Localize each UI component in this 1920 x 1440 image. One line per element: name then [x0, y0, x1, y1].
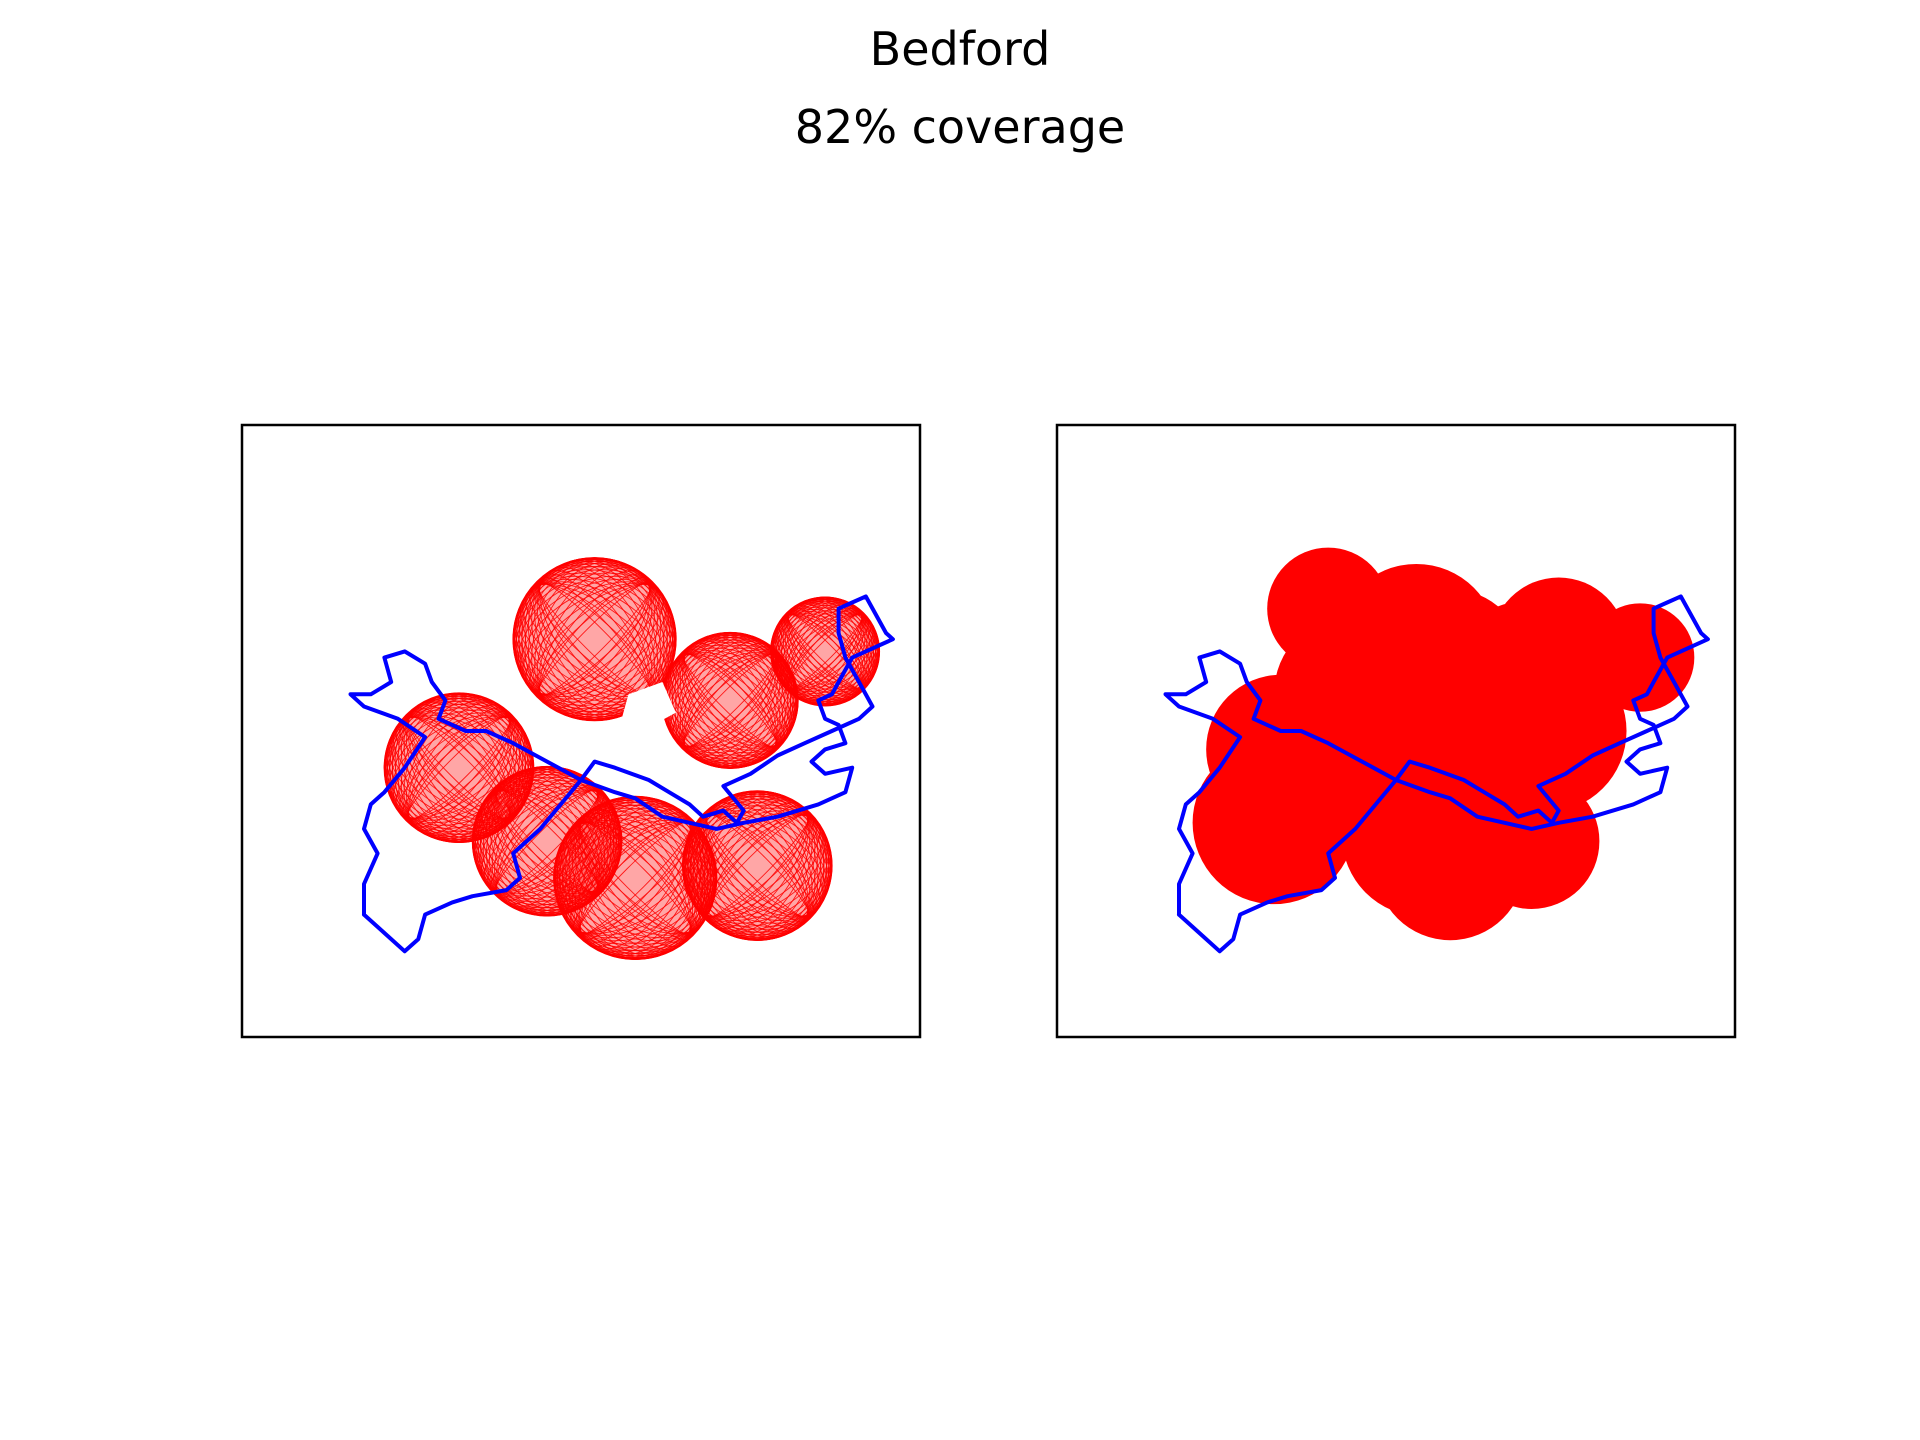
coverage-circle	[1450, 601, 1600, 751]
left-panel	[348, 557, 895, 960]
figure-subtitle: 82% coverage	[794, 100, 1126, 154]
right-panel	[1163, 547, 1710, 954]
coverage-circle	[1267, 705, 1417, 855]
coverage-circle	[1375, 791, 1525, 941]
uncovered-area	[621, 682, 676, 731]
left-axes-frame	[240, 423, 922, 1039]
figure-title: Bedford	[869, 22, 1051, 76]
boundary-outline	[1163, 594, 1710, 954]
coverage-circle	[1585, 603, 1695, 712]
coverage-circle	[770, 596, 881, 707]
right-axes-frame	[1055, 423, 1737, 1039]
boundary-outline	[348, 594, 895, 954]
